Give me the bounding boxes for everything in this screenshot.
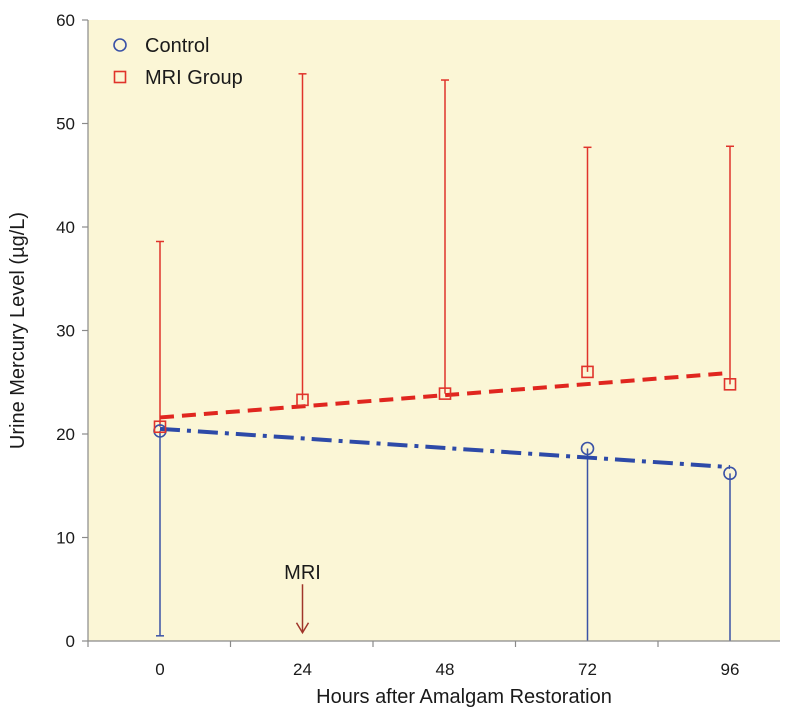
mri-point: [153, 420, 167, 434]
mri-annotation-label: MRI: [284, 562, 321, 584]
legend-marker-mri-group: [113, 70, 127, 84]
mri-trendline: [159, 370, 731, 420]
legend-marker-control: [113, 38, 127, 52]
legend-label-control: Control: [145, 35, 209, 57]
trendlines: [159, 370, 731, 470]
y-tick-label: 50: [56, 115, 75, 134]
mri-point: [581, 365, 594, 379]
annotation: MRI: [284, 562, 321, 635]
y-tick-label: 20: [56, 425, 75, 444]
x-axis-label: Hours after Amalgam Restoration: [316, 686, 612, 708]
y-tick-label: 40: [56, 218, 75, 237]
x-tick-label: 0: [155, 660, 164, 679]
mri-point: [438, 387, 452, 400]
x-axis-ticks: 0 24 48 72 96: [87, 641, 740, 679]
error-bars: [156, 73, 734, 641]
data-points: [153, 365, 737, 481]
y-tick-label: 0: [66, 632, 75, 651]
x-tick-label: 48: [436, 660, 455, 679]
y-tick-label: 10: [56, 529, 75, 548]
legend: Control MRI Group: [113, 35, 243, 89]
y-axis-label: Urine Mercury Level (µg/L): [7, 212, 29, 449]
legend-label-mri-group: MRI Group: [145, 67, 243, 89]
mri-arrow-head: [295, 622, 310, 635]
axes: 0 10 20 30 40 50 60 0 24 48 72 96: [56, 11, 780, 679]
plot-area: [88, 20, 780, 641]
x-tick-label: 96: [721, 660, 740, 679]
control-point: [580, 441, 595, 456]
mri-point: [723, 378, 737, 391]
y-tick-label: 30: [56, 322, 75, 341]
x-tick-label: 24: [293, 660, 312, 679]
mri-point: [296, 393, 309, 407]
y-tick-label: 60: [56, 11, 75, 30]
y-axis-ticks: 0 10 20 30 40 50 60: [56, 11, 88, 651]
x-tick-label: 72: [578, 660, 597, 679]
control-point: [723, 466, 737, 481]
control-trendline: [159, 426, 731, 470]
